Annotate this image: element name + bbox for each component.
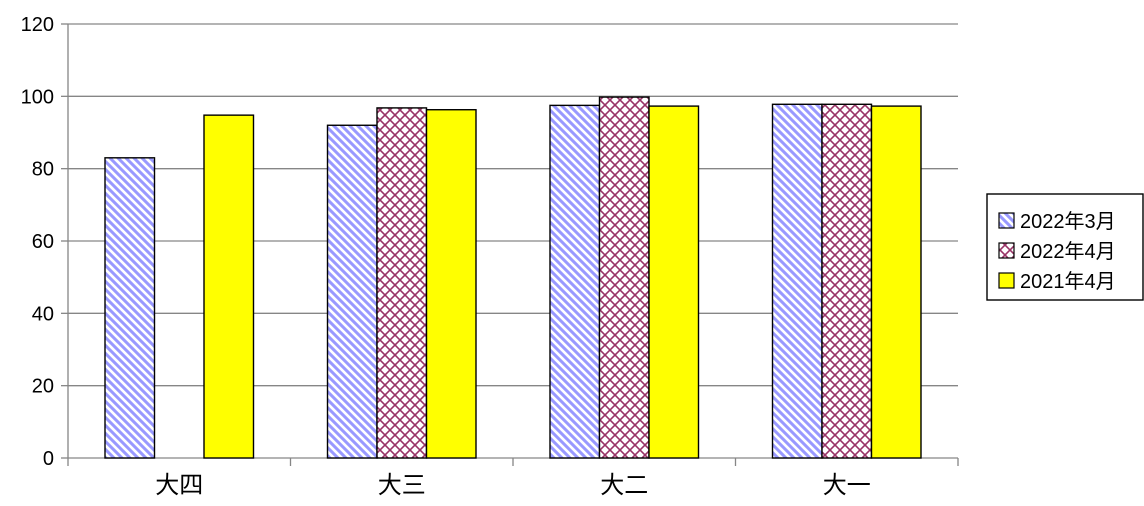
bar-1-3 [549, 104, 601, 459]
bar-2-4 [821, 103, 873, 459]
legend-swatch-1 [998, 212, 1015, 229]
y-tick-label: 120 [21, 14, 54, 36]
bar-3-2 [425, 109, 477, 459]
y-tick-label: 80 [32, 159, 54, 181]
y-tick-label: 40 [32, 303, 54, 325]
bar-2-2 [376, 107, 428, 459]
bar-1-2 [326, 124, 378, 459]
x-tick-label: 大三 [378, 472, 426, 499]
bar-1-4 [771, 103, 823, 459]
legend-label-1: 2022年3月 [1020, 210, 1116, 233]
bars [104, 96, 922, 459]
bar-3-4 [870, 105, 922, 459]
y-tick-label: 60 [32, 231, 54, 253]
axis-labels: 0 20 40 60 80 100 120 大四 大三 大二 大一 [21, 14, 871, 499]
y-tick-label: 20 [32, 376, 54, 398]
bar-3-3 [648, 105, 700, 459]
x-tick-label: 大四 [155, 472, 203, 499]
legend: 2022年3月 2022年4月 2021年4月 [986, 193, 1144, 301]
x-tick-label: 大一 [823, 472, 871, 499]
legend-label-2: 2022年4月 [1020, 240, 1116, 263]
bar-2-3 [598, 96, 650, 459]
y-tick-label: 100 [21, 86, 54, 108]
bar-1-1 [104, 157, 156, 459]
legend-label-3: 2021年4月 [1020, 270, 1116, 293]
legend-swatch-3 [998, 272, 1015, 289]
y-tick-label: 0 [43, 448, 54, 470]
bar-3-1 [203, 114, 255, 459]
x-tick-label: 大二 [600, 472, 648, 499]
legend-swatch-2 [998, 242, 1015, 259]
